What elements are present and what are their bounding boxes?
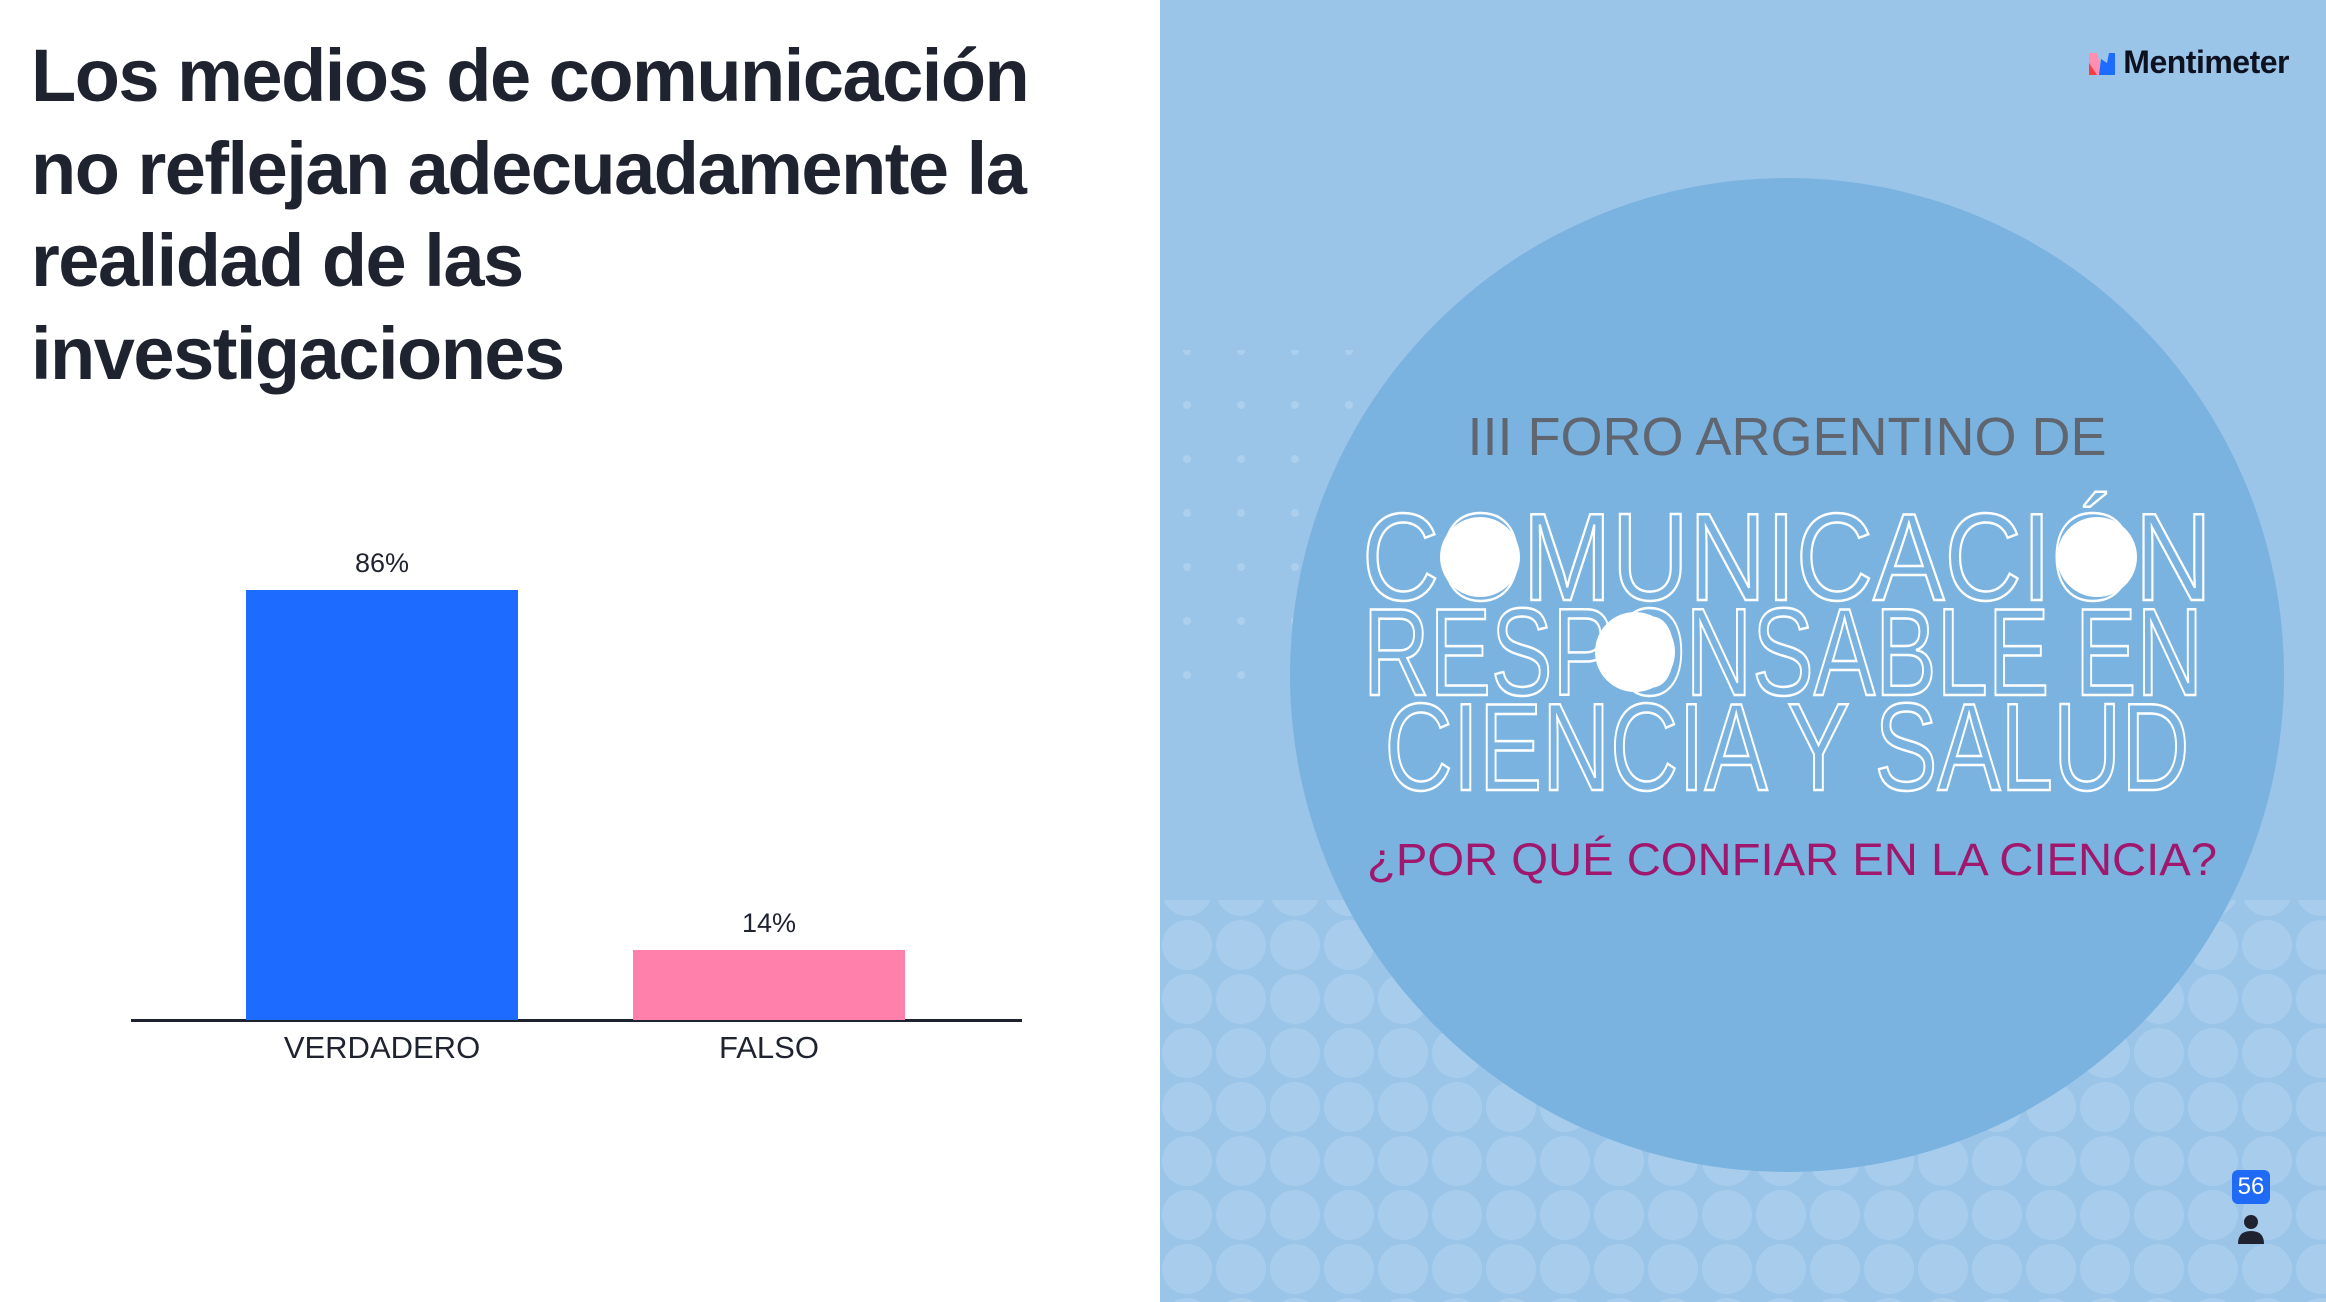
event-poster: III FORO ARGENTINO DE COMUNICACIÓN RESPO… — [1160, 178, 2326, 1302]
mentimeter-logo-icon — [2089, 52, 2116, 75]
question-title: Los medios de comunicación no reflejan a… — [31, 34, 1030, 395]
mentimeter-logo-text: Mentimeter — [2123, 44, 2289, 80]
poster-line-3: RESPONSABLE EN — [1363, 584, 2203, 722]
mentimeter-logo: Mentimeter — [2089, 44, 2289, 81]
poster-line-2: COMUNICACIÓN — [1362, 489, 2212, 627]
poster-line-5: ¿POR QUÉ CONFIAR EN LA CIENCIA? — [1367, 834, 2217, 885]
bar-falso — [633, 950, 905, 1020]
poster-line-4: CIENCIA Y SALUD — [1385, 679, 2190, 817]
poster-line-1: III FORO ARGENTINO DE — [1467, 407, 2106, 467]
bar-verdadero — [246, 590, 518, 1020]
slide-image-panel: III FORO ARGENTINO DE COMUNICACIÓN RESPO… — [1160, 0, 2326, 1302]
person-icon — [2238, 1215, 2264, 1244]
bar-value-label: 86% — [354, 548, 410, 578]
poster-circle — [1290, 178, 2284, 1172]
participant-count-badge: 56 — [2232, 1170, 2270, 1204]
category-label: VERDADERO — [283, 1030, 481, 1065]
x-axis-line — [131, 1019, 1022, 1022]
category-label: FALSO — [719, 1030, 819, 1065]
bar-value-label: 14% — [741, 908, 797, 938]
results-panel: Los medios de comunicación no reflejan a… — [0, 0, 1160, 1302]
